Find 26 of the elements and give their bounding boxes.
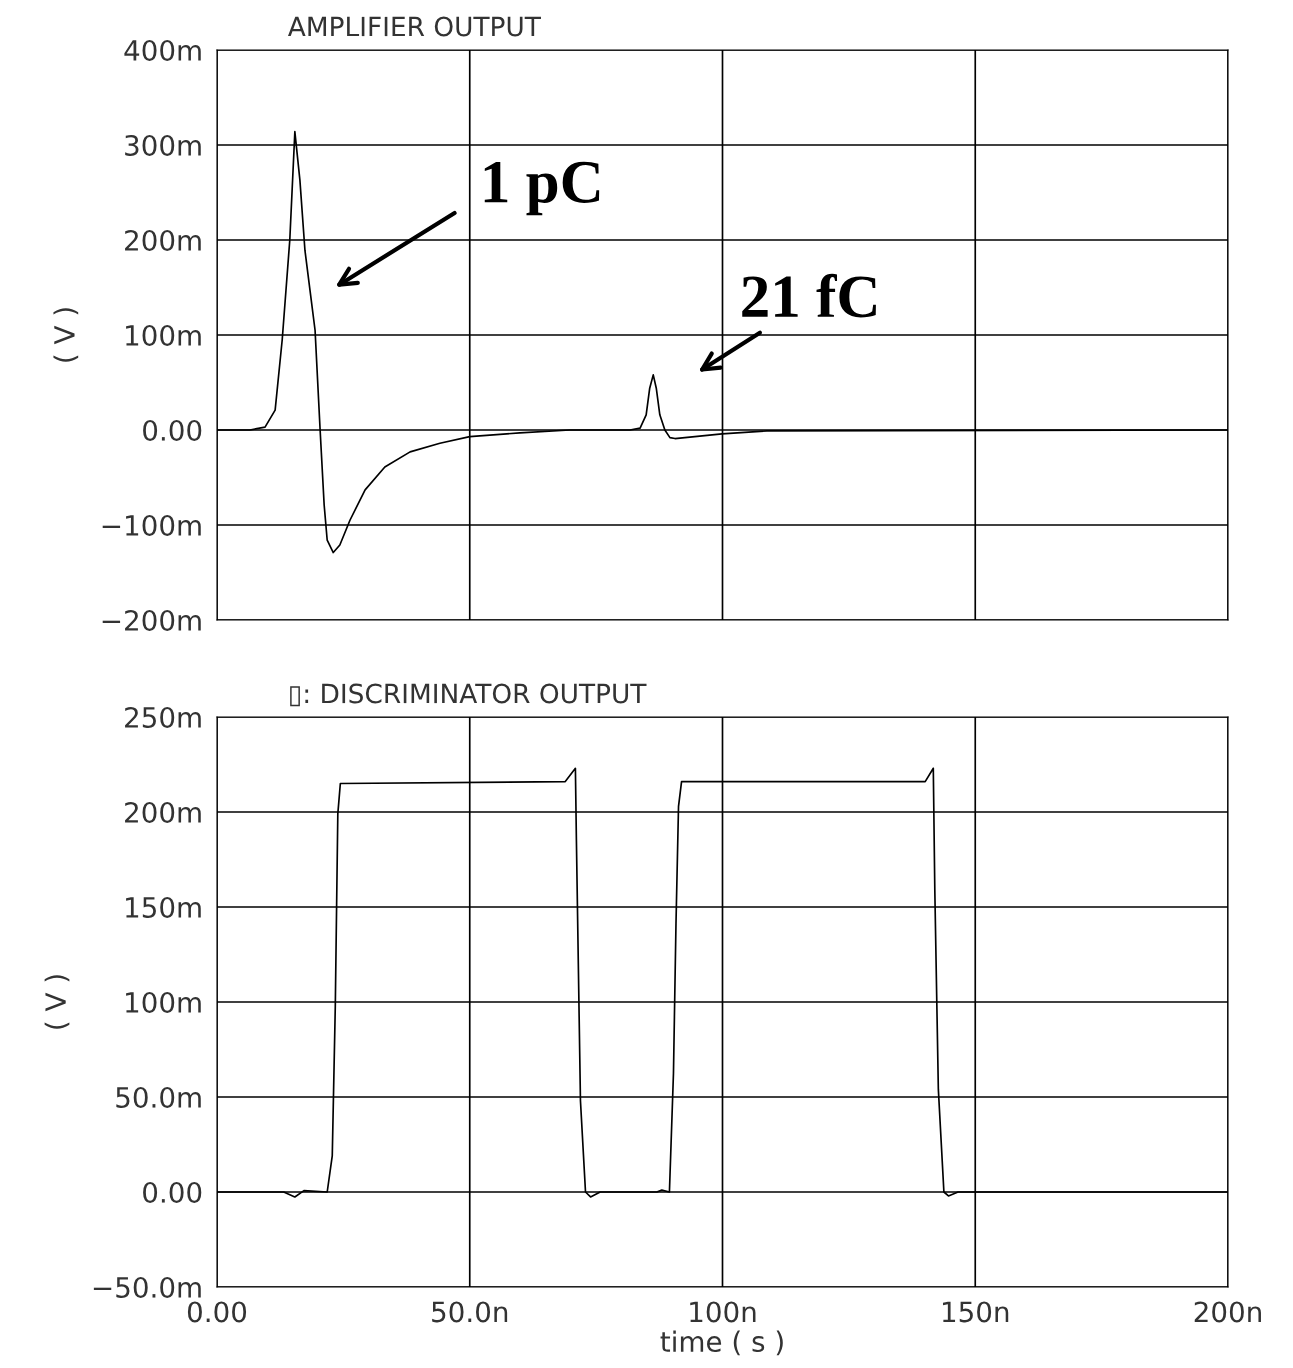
y-tick-label: 200m [125, 229, 201, 251]
y-axis-title: ( V ) [53, 308, 79, 362]
x-tick-label: 200n [1194, 1301, 1261, 1323]
x-tick-label: 150n [942, 1301, 1009, 1323]
y-tick-label: 200m [125, 801, 201, 823]
y-tick-label: 400m [124, 39, 201, 61]
y-tick-label: 50.0m [116, 1086, 201, 1108]
y-tick-label: −100m [102, 514, 201, 536]
y-tick-label: 100m [126, 991, 201, 1013]
y-tick-label: 250m [125, 706, 201, 728]
y-tick-label: 150m [126, 896, 201, 918]
chart-title: AMPLIFIER OUTPUT [287, 16, 541, 37]
x-tick-label: 100n [690, 1301, 756, 1323]
y-tick-label: 0.00 [143, 1181, 202, 1203]
y-axis-title: ( V ) [44, 975, 70, 1029]
y-tick-label: 0.00 [143, 419, 202, 441]
annotation: 21 fC [742, 273, 876, 318]
chart-title: ▯: DISCRIMINATOR OUTPUT [290, 683, 647, 707]
x-tick-label: 50.0n [432, 1301, 508, 1323]
y-tick-label: 100m [126, 324, 201, 346]
y-tick-label: 300m [125, 134, 201, 156]
y-tick-label: −200m [102, 609, 201, 631]
annotation: 1 pC [484, 161, 600, 216]
y-tick-label: −50.0m [93, 1276, 201, 1298]
x-tick-label: 0.00 [187, 1301, 247, 1323]
x-axis-title: time ( s ) [660, 1330, 783, 1356]
